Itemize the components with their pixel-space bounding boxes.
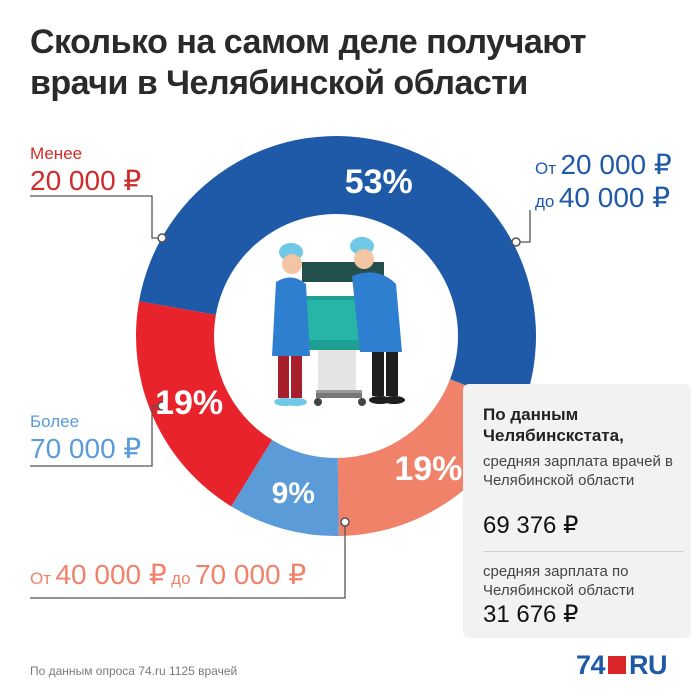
info-value-doctors: 69 376 ₽ — [483, 512, 579, 539]
donut-slice-mid — [139, 136, 536, 408]
source-note: По данным опроса 74.ru 1125 врачей — [30, 664, 238, 678]
label-high-from-word: От — [30, 569, 52, 588]
info-text-doctors: средняя зарплата врачей в Челябинской об… — [483, 453, 673, 489]
info-heading: По данным Челябинскстата, — [483, 405, 624, 445]
label-more-amount: 70 000 ₽ — [30, 433, 142, 464]
bed-stand — [318, 350, 356, 392]
donut-label-more: 9% — [272, 477, 315, 510]
donut-label-less: 19% — [155, 384, 223, 422]
label-mid-to-word: до — [535, 192, 555, 211]
info-divider — [483, 551, 683, 552]
label-high-to-word: до — [171, 569, 191, 588]
label-less: Менее 20 000 ₽ — [30, 144, 141, 197]
surgeon-gown — [272, 277, 310, 356]
info-box — [463, 384, 691, 638]
label-more-prefix: Более — [30, 412, 80, 431]
bed-wheel — [358, 398, 366, 406]
info-text-region: средняя зарплата по Челябинской области — [483, 563, 635, 599]
leader-line-high — [30, 522, 346, 599]
leader-dot-mid — [511, 237, 521, 247]
donut-slice-more — [231, 439, 339, 536]
leader-line-less — [30, 195, 162, 239]
brand-logo: 74 RU — [576, 650, 668, 681]
chart-title: Сколько на самом деле получают врачи в Ч… — [30, 23, 587, 102]
donut-slice-less — [136, 301, 273, 507]
leader-dot-more — [157, 401, 167, 411]
leader-line-mid — [516, 210, 531, 243]
bed-wheel — [314, 398, 322, 406]
donut-label-mid: 53% — [345, 163, 413, 201]
label-less-prefix: Менее — [30, 144, 83, 163]
bed-base — [316, 390, 362, 394]
label-mid-from-amount: 20 000 ₽ — [560, 149, 672, 180]
label-high-from-amount: 40 000 ₽ — [55, 559, 167, 590]
surgeons-illustration — [272, 237, 405, 406]
leader-line-more — [30, 405, 162, 467]
label-high-to-amount: 70 000 ₽ — [194, 559, 307, 590]
logo-square — [608, 656, 627, 674]
logo-number: 74 — [576, 650, 606, 680]
label-mid: От 20 000 ₽ до 40 000 ₽ — [535, 148, 672, 214]
surgeon-gown — [352, 272, 402, 352]
label-mid-to-amount: 40 000 ₽ — [558, 182, 671, 213]
leader-dot-high — [157, 233, 167, 243]
label-mid-from-word: От — [535, 159, 557, 178]
label-high: От 40 000 ₽ до 70 000 ₽ — [30, 558, 306, 591]
logo-text: RU — [629, 650, 668, 680]
leader-dot-less — [340, 517, 350, 527]
label-more: Более 70 000 ₽ — [30, 412, 141, 465]
donut-label-high: 19% — [394, 450, 462, 488]
label-less-amount: 20 000 ₽ — [30, 165, 142, 196]
info-value-region: 31 676 ₽ — [483, 601, 579, 628]
